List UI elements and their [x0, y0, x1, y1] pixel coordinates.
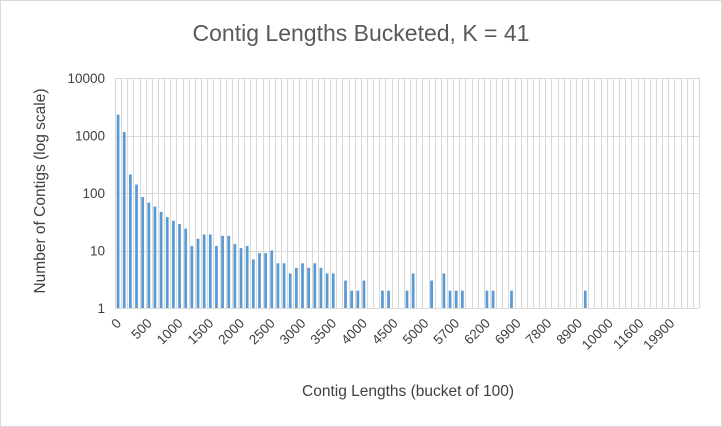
- bar: [282, 263, 286, 308]
- y-tick-label: 1000: [75, 129, 105, 144]
- bar: [491, 290, 495, 308]
- y-tick-label: 10000: [67, 71, 105, 86]
- y-tick-label: 1: [97, 301, 105, 316]
- bar: [411, 273, 415, 308]
- bar: [264, 253, 267, 308]
- x-tick-label: 2000: [215, 316, 247, 348]
- x-tick-label: 500: [128, 316, 155, 343]
- bar: [184, 228, 188, 308]
- bar: [141, 197, 145, 308]
- bar: [251, 259, 255, 308]
- y-tick-label: 100: [82, 186, 105, 201]
- bar: [442, 273, 446, 308]
- x-tick-label: 3000: [277, 316, 309, 348]
- chart-title: Contig Lengths Bucketed, K = 41: [193, 20, 530, 46]
- x-tick-label: 4000: [338, 316, 370, 348]
- bar: [350, 290, 354, 308]
- bar: [276, 263, 280, 308]
- x-tick-label: 3500: [307, 316, 339, 348]
- bar: [448, 290, 452, 308]
- bar: [510, 290, 513, 308]
- bar-layer: [116, 114, 587, 308]
- x-tick-label: 11600: [610, 316, 646, 352]
- bar: [202, 234, 206, 308]
- x-tick-label: 5700: [430, 316, 462, 348]
- x-tick-label: 6200: [461, 316, 493, 348]
- bar: [196, 238, 200, 308]
- bar: [215, 245, 218, 308]
- x-axis-label: Contig Lengths (bucket of 100): [302, 383, 514, 400]
- bar: [307, 267, 311, 308]
- bar: [454, 290, 458, 308]
- bar: [172, 220, 175, 308]
- bar: [116, 114, 120, 308]
- bar: [227, 235, 231, 308]
- grid-layer: [115, 78, 700, 309]
- bar: [325, 273, 329, 308]
- y-axis-ticks: 1 10 100 1000 10000: [67, 71, 105, 316]
- x-tick-label: 7800: [523, 316, 555, 348]
- bar: [288, 273, 292, 308]
- bar: [153, 206, 157, 308]
- bar: [122, 132, 126, 308]
- bar: [430, 280, 433, 308]
- bar: [405, 290, 409, 308]
- bar: [221, 235, 224, 308]
- bar: [294, 267, 298, 308]
- bar: [381, 290, 384, 308]
- bar: [485, 290, 489, 308]
- y-axis-label: Number of Contigs (log scale): [32, 88, 49, 293]
- bar: [301, 263, 304, 308]
- x-axis-ticks: 0 500100015002000250030003500400045005000…: [108, 316, 677, 353]
- x-tick-label: 0: [108, 316, 124, 332]
- bar: [583, 290, 587, 308]
- bar: [135, 184, 138, 308]
- x-tick-label: 19900: [640, 316, 677, 353]
- bar: [239, 248, 243, 308]
- bar: [344, 280, 347, 308]
- x-tick-label: 6900: [492, 316, 524, 348]
- x-tick-label: 4500: [369, 316, 401, 348]
- x-tick-label: 2500: [246, 316, 278, 348]
- bar: [178, 223, 181, 308]
- bar: [128, 174, 132, 308]
- bar: [356, 290, 360, 308]
- bar: [387, 290, 390, 308]
- bar: [331, 273, 335, 308]
- x-tick-label: 10000: [579, 316, 616, 353]
- bar: [245, 245, 249, 308]
- bar: [147, 202, 151, 308]
- bar: [460, 290, 464, 308]
- bar: [319, 267, 323, 308]
- bar: [190, 245, 194, 308]
- bar: [258, 253, 261, 308]
- bar: [313, 263, 317, 308]
- x-tick-label: 1000: [154, 316, 186, 348]
- bar: [233, 243, 237, 308]
- bar: [159, 211, 163, 308]
- bar: [362, 280, 366, 308]
- x-tick-label: 5000: [400, 316, 432, 348]
- y-tick-label: 10: [90, 244, 105, 259]
- bar: [208, 234, 212, 308]
- bar: [270, 250, 274, 308]
- x-tick-label: 1500: [185, 316, 217, 348]
- bar: [165, 217, 169, 308]
